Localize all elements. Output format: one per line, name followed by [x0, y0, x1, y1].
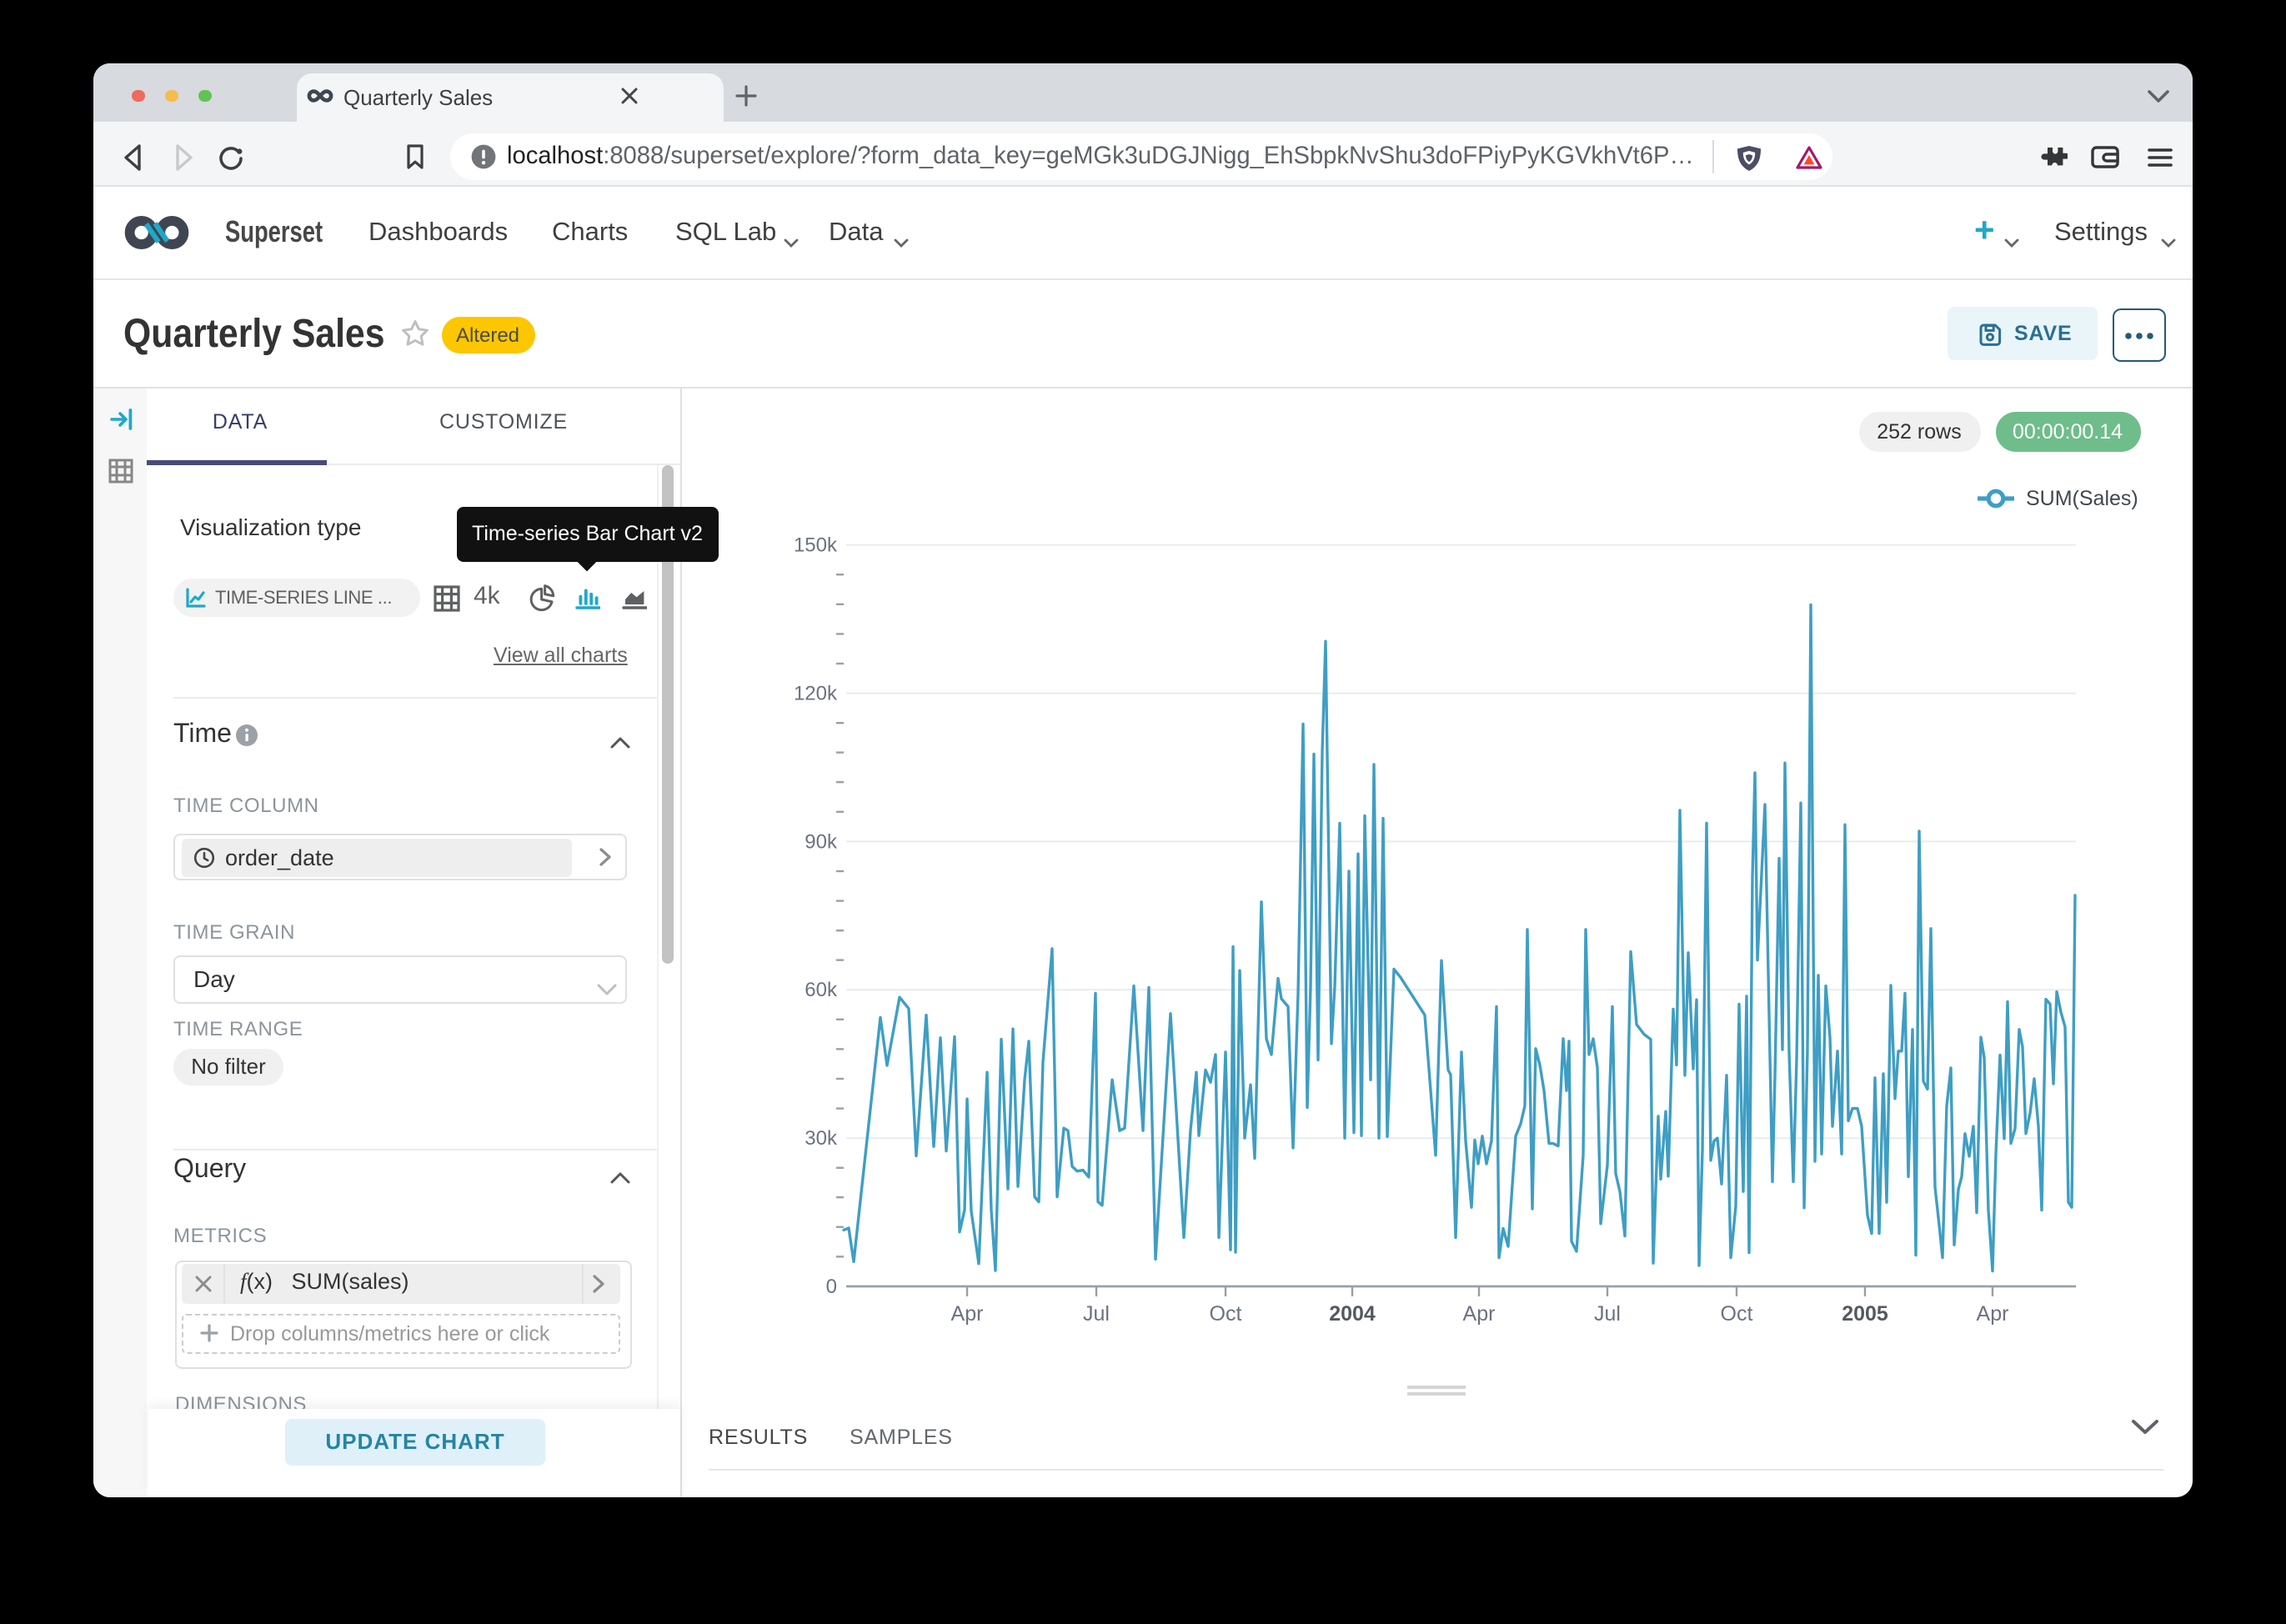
svg-text:90k: 90k: [805, 830, 838, 853]
svg-text:2005: 2005: [1842, 1302, 1888, 1326]
svg-text:Oct: Oct: [1210, 1302, 1242, 1326]
svg-text:120k: 120k: [794, 683, 838, 705]
svg-text:30k: 30k: [805, 1127, 838, 1150]
svg-text:60k: 60k: [805, 979, 838, 1001]
svg-text:0: 0: [826, 1276, 837, 1298]
svg-text:150k: 150k: [794, 534, 838, 557]
svg-text:Apr: Apr: [1463, 1302, 1496, 1326]
svg-text:Apr: Apr: [951, 1302, 984, 1326]
svg-text:2004: 2004: [1329, 1302, 1376, 1326]
svg-text:Jul: Jul: [1083, 1302, 1110, 1326]
svg-text:Jul: Jul: [1594, 1302, 1621, 1326]
svg-text:Apr: Apr: [1977, 1302, 2009, 1326]
svg-text:Oct: Oct: [1721, 1302, 1753, 1326]
